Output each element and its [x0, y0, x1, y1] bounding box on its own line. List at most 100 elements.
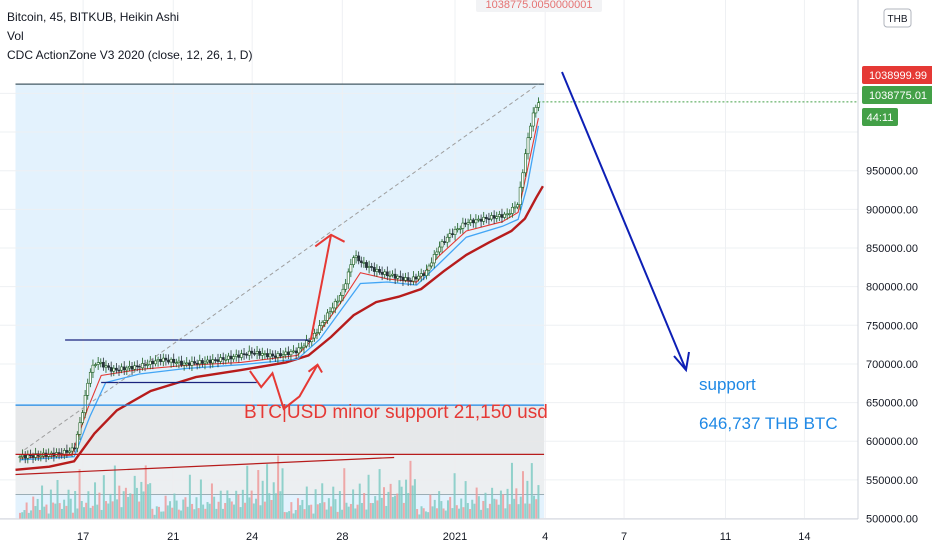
volume-bar — [345, 502, 348, 519]
volume-bar — [376, 500, 379, 519]
candle-body — [305, 340, 308, 347]
volume-bar — [171, 507, 174, 519]
volume-bar — [365, 509, 368, 519]
volume-bar — [367, 474, 370, 519]
y-tick-label: 750000.00 — [866, 320, 918, 332]
volume-bar — [162, 511, 165, 519]
candle-body — [237, 354, 241, 358]
candle-body — [83, 395, 87, 413]
currency-badge[interactable] — [883, 8, 912, 28]
candle-body — [414, 276, 418, 280]
candle-body — [268, 353, 272, 358]
candle-body — [328, 311, 332, 314]
volume-bar — [369, 502, 372, 519]
volume-bar — [444, 510, 447, 519]
trend-line — [15, 456, 395, 476]
x-tick-label: 24 — [246, 531, 258, 543]
candle-body — [346, 271, 350, 285]
volume-bar — [78, 469, 81, 519]
red-zigzag-head — [307, 363, 323, 373]
candle-body — [177, 360, 181, 363]
candle-body — [427, 265, 431, 271]
volume-bar — [358, 483, 361, 519]
candle-body — [193, 361, 196, 364]
volume-bar — [391, 497, 394, 519]
volume-bar — [374, 496, 377, 519]
candle-body — [510, 207, 514, 214]
volume-bar — [246, 465, 249, 519]
volume-bar — [193, 509, 196, 519]
candle-body — [466, 222, 470, 225]
volume-bar — [407, 493, 410, 519]
candle-body — [266, 353, 269, 358]
candle-body — [294, 350, 298, 354]
volume-bar — [259, 505, 262, 519]
volume-bar — [98, 492, 101, 519]
currency-badge-label[interactable]: THB — [888, 14, 908, 25]
volume-bar — [239, 507, 242, 519]
candle-body — [315, 332, 319, 334]
volume-bar — [76, 508, 79, 519]
time-axis: 17 21 24 28 2021 4 7 11 14 — [0, 518, 858, 543]
candle-body — [336, 300, 340, 303]
volume-bar — [144, 465, 147, 519]
volume-bar — [149, 483, 152, 519]
candle-body — [206, 359, 209, 363]
candle-body — [91, 364, 95, 373]
volume-bar — [292, 513, 295, 519]
volume-bar — [327, 498, 330, 519]
candle-body — [219, 357, 223, 362]
volume-bar — [56, 479, 59, 519]
volume-bar — [129, 493, 132, 519]
candle-body — [250, 350, 254, 354]
candle-body — [70, 447, 74, 452]
volume-bar — [184, 497, 187, 519]
candle-body — [99, 361, 103, 364]
volume-bar — [60, 508, 63, 519]
y-tick-label: 700000.00 — [866, 359, 918, 371]
volume-bar — [208, 503, 211, 519]
volume-bar — [164, 495, 167, 519]
volume-bar — [226, 490, 229, 519]
candle-body — [411, 276, 415, 282]
volume-bar — [100, 509, 103, 519]
support-title: support — [699, 375, 756, 394]
support-value: 646,737 THB BTC — [699, 414, 838, 433]
volume-bar — [319, 503, 322, 519]
volume-bar — [336, 511, 339, 519]
volume-bar — [261, 480, 264, 519]
y-tick-label: 550000.00 — [866, 475, 918, 487]
volume-bar — [58, 503, 61, 519]
volume-bar — [85, 502, 88, 519]
candle-body — [440, 241, 444, 248]
volume-bar — [268, 493, 271, 519]
candle-body — [419, 273, 423, 277]
volume-bar — [416, 508, 419, 519]
candle-body — [508, 213, 512, 215]
volume-bar — [455, 505, 458, 519]
support-note: BTC|USD minor support 21,150 usd — [244, 402, 548, 423]
candle-body — [380, 272, 384, 275]
volume-bar — [347, 506, 350, 519]
candle-body — [430, 262, 434, 267]
candle-body — [247, 350, 251, 356]
volume-bar — [502, 494, 505, 519]
volume-bar — [389, 483, 392, 519]
candle-body — [187, 362, 191, 366]
candle-body — [401, 276, 405, 281]
volume-bar — [69, 498, 72, 519]
volume-bar — [290, 502, 293, 519]
price-tag-box — [862, 66, 932, 84]
volume-bar — [517, 504, 520, 519]
volume-bar — [263, 501, 266, 519]
candle-body — [307, 340, 311, 343]
volume-bar — [480, 509, 483, 519]
x-tick-label: 21 — [167, 531, 179, 543]
candle-body — [461, 222, 465, 229]
candle-body — [211, 359, 215, 364]
candle-body — [114, 367, 118, 371]
red-up-arrow-head — [314, 233, 346, 248]
volume-bar — [195, 497, 198, 519]
volume-bar — [316, 504, 319, 519]
